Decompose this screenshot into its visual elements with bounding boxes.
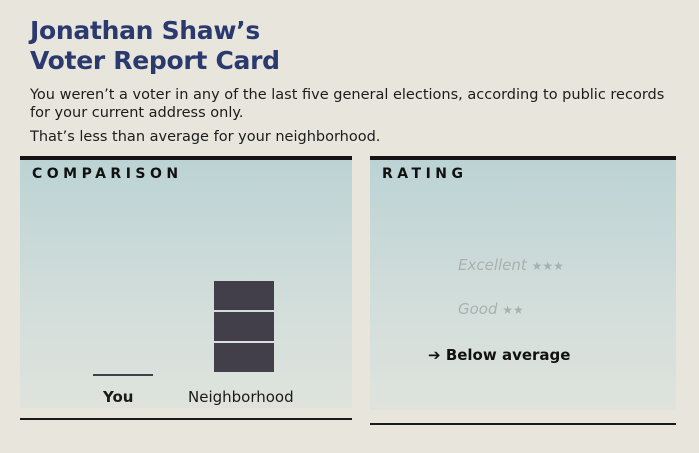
rating-bottom-rule <box>370 423 676 425</box>
star-icons: ★★★ <box>531 259 564 273</box>
comparison-bottom-rule <box>20 418 352 420</box>
message-line-1: You weren’t a voter in any of the last f… <box>30 87 665 121</box>
bar-neighborhood-segment <box>214 343 274 372</box>
message-line-2: That’s less than average for your neighb… <box>30 129 381 145</box>
right-arrow-icon: ➔ <box>428 346 441 364</box>
label-you: You <box>103 388 134 406</box>
title-line-2: Voter Report Card <box>30 46 280 75</box>
title-line-1: Jonathan Shaw’s <box>30 16 260 45</box>
rating-excellent: Excellent ★★★ <box>458 256 564 274</box>
rating-title: RATING <box>382 166 468 182</box>
bar-you-zero <box>93 374 153 376</box>
rating-excellent-label: Excellent <box>458 256 527 274</box>
bar-neighborhood-segment <box>214 312 274 341</box>
rating-below-average-label: Below average <box>445 346 571 364</box>
bar-neighborhood-segment <box>214 281 274 310</box>
comparison-panel: COMPARISON You Neighborhood <box>20 156 352 408</box>
rating-good-label: Good <box>458 300 498 318</box>
star-icons: ★★ <box>502 303 524 317</box>
rating-good: Good ★★ <box>458 300 524 318</box>
label-neighborhood: Neighborhood <box>188 388 294 406</box>
rating-below-average: ➔ Below average <box>428 346 570 364</box>
message: You weren’t a voter in any of the last f… <box>30 86 680 152</box>
comparison-title: COMPARISON <box>32 166 183 182</box>
rating-panel: RATING Excellent ★★★ Good ★★ ➔ Below ave… <box>370 156 676 410</box>
report-title: Jonathan Shaw’s Voter Report Card <box>30 16 280 76</box>
